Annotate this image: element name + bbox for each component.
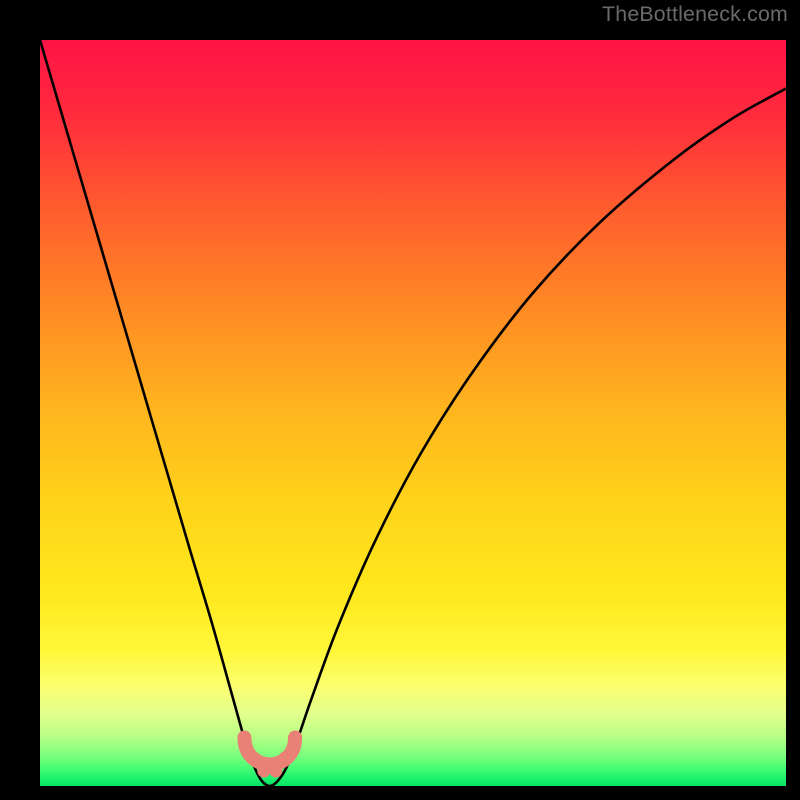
canvas: TheBottleneck.com — [0, 0, 800, 800]
chart-svg — [40, 40, 786, 786]
plot-area — [40, 40, 786, 786]
u-marker-dot — [288, 732, 301, 745]
u-marker-dot — [269, 765, 282, 778]
chart-background — [40, 40, 786, 786]
u-marker-dot — [238, 732, 251, 745]
u-marker-dot — [247, 751, 260, 764]
u-marker-dot — [279, 751, 292, 764]
watermark-text: TheBottleneck.com — [602, 2, 788, 27]
u-marker-dot — [257, 765, 270, 778]
